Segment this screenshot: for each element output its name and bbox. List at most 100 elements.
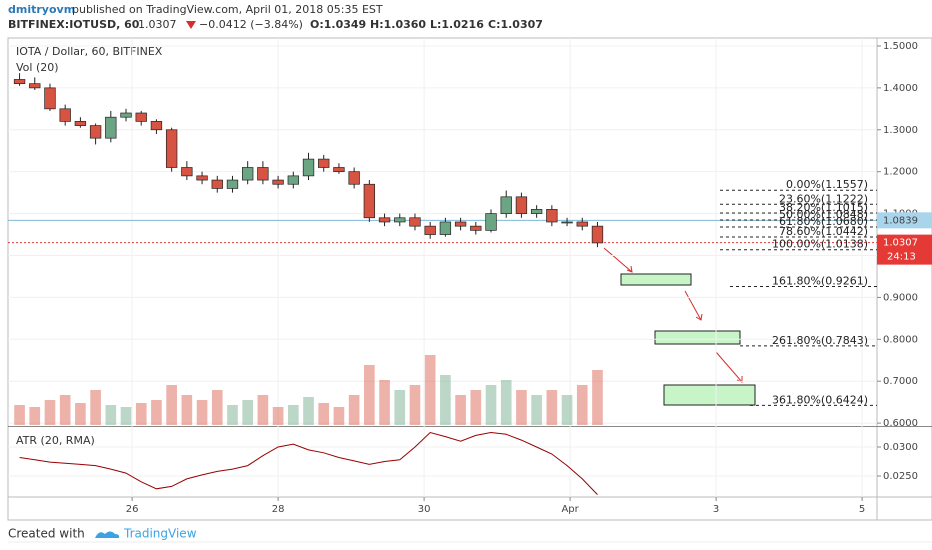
volume-bar	[561, 395, 573, 425]
fib-label: 0.00%(1.1557)	[786, 178, 868, 191]
author[interactable]: dmitryovm	[8, 3, 75, 16]
footer-brand[interactable]: TradingView	[123, 527, 197, 541]
x-tick-label: Apr	[561, 504, 579, 515]
volume-bar	[516, 390, 527, 425]
candle-body	[515, 196, 528, 214]
volume-label: Vol (20)	[16, 61, 59, 74]
y-tick-label: 1.3000	[883, 125, 918, 136]
candle-body	[272, 179, 284, 185]
candle-body	[318, 158, 330, 168]
x-tick-label: 3	[713, 504, 719, 515]
candle-body	[485, 213, 497, 231]
candle-body	[120, 112, 132, 118]
volume-bar	[409, 385, 421, 425]
x-tick-label: 26	[126, 504, 139, 515]
volume-bar	[303, 397, 314, 425]
volume-bar	[592, 370, 603, 425]
volume-bar	[348, 395, 360, 425]
y2-tick-label: 0.0250	[883, 471, 918, 482]
y2-tick-label: 0.0300	[883, 442, 918, 453]
volume-bar	[470, 390, 482, 425]
candle-body	[470, 225, 482, 231]
volume-bar	[75, 403, 86, 425]
volume-bar	[318, 403, 330, 425]
volume-bar	[227, 405, 238, 425]
candle-body	[409, 217, 421, 227]
high: H:1.0360	[370, 18, 426, 31]
candle-body	[165, 129, 178, 168]
candle-body	[378, 217, 391, 223]
fib-label: 23.60%(1.1222)	[779, 192, 868, 205]
fib-label: 50.00%(1.0848)	[779, 208, 868, 221]
candle-body	[576, 221, 588, 227]
candle-body	[105, 116, 117, 139]
candle-body	[44, 87, 56, 110]
target-box	[620, 273, 692, 286]
y-tick-label: 1.4000	[883, 83, 918, 94]
candle-body	[211, 179, 223, 189]
volume-bar	[364, 365, 375, 425]
fib-label: 78.60%(1.0442)	[779, 225, 868, 238]
candle-body	[302, 158, 315, 177]
volume-bar	[500, 380, 512, 425]
reference-badge	[877, 212, 932, 229]
volume-bar	[135, 403, 147, 425]
last-price-label: 1.0307	[883, 238, 918, 249]
pane-title: IOTA / Dollar, 60, BITFINEX	[16, 45, 163, 58]
candle-body	[59, 108, 71, 122]
volume-bar	[333, 407, 345, 425]
fib-label: 261.80%(0.7843)	[772, 334, 868, 347]
volume-bar	[455, 395, 466, 425]
candle-body	[287, 175, 299, 185]
y-tick-label: 0.9000	[883, 292, 918, 303]
fib-label: 361.80%(0.6424)	[772, 393, 868, 406]
candle-body	[29, 83, 41, 89]
volume-bar	[29, 407, 41, 425]
y-tick-label: 0.6000	[883, 418, 918, 429]
target-box	[654, 330, 741, 345]
volume-bar	[485, 385, 497, 425]
candle-body	[150, 121, 163, 131]
published: published on TradingView.com, April 01, …	[72, 3, 383, 16]
countdown: 24:13	[887, 252, 916, 263]
volume-bar	[272, 407, 284, 425]
down-arrow	[186, 21, 196, 29]
logo	[95, 531, 120, 538]
volume-bar	[394, 390, 406, 425]
volume-bar	[440, 375, 451, 425]
footer-created: Created with	[8, 527, 85, 541]
atr-line	[19, 431, 598, 495]
volume-bar	[166, 385, 177, 425]
volume-bar	[211, 390, 223, 425]
volume-bar	[546, 390, 558, 425]
target-box	[663, 384, 756, 406]
candle-body	[226, 179, 239, 189]
volume-bar	[44, 400, 56, 425]
volume-bar	[196, 400, 208, 425]
volume-bar	[120, 407, 132, 425]
candle-body	[135, 112, 147, 122]
volume-bar	[151, 400, 162, 425]
candle-body	[348, 171, 360, 185]
symbol: BITFINEX:IOTUSD, 60	[8, 18, 140, 31]
candle-body	[424, 225, 436, 235]
last-price-badge	[877, 234, 932, 265]
volume-bar	[424, 355, 436, 425]
y-tick-label: 1.5000	[883, 41, 918, 52]
candle-body	[561, 221, 573, 224]
x-tick-label: 30	[418, 504, 431, 515]
volume-bar	[531, 395, 542, 425]
candle-body	[333, 167, 345, 173]
atr-label: ATR (20, RMA)	[16, 434, 95, 447]
y-tick-label: 0.8000	[883, 334, 918, 345]
candle-body	[242, 167, 254, 181]
candle-body	[530, 209, 543, 214]
candle-body	[196, 175, 208, 181]
volume-bar	[90, 390, 101, 425]
volume-bar	[287, 405, 299, 425]
candle-body	[546, 209, 558, 223]
close: C:1.0307	[488, 18, 543, 31]
candle-body	[74, 121, 87, 126]
